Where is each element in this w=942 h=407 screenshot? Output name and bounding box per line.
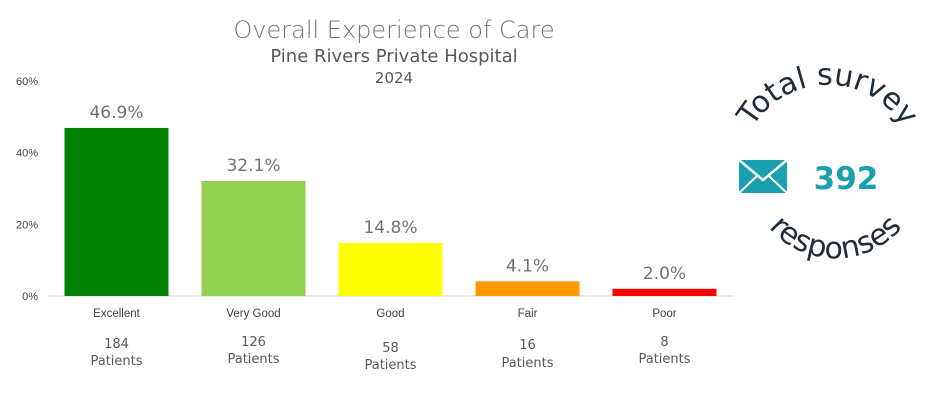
patients-label: Patients (227, 352, 279, 367)
bar-excellent (64, 127, 169, 296)
data-label: 46.9% (89, 103, 143, 123)
data-labels: 46.9% 32.1% 14.8% 4.1% 2.0% (89, 103, 686, 284)
patient-count: 126 (241, 335, 266, 350)
bar-very-good (201, 180, 306, 296)
y-axis-ticks: 0% 20% 40% 60% (16, 76, 38, 303)
y-tick-label: 40% (16, 148, 38, 160)
bar-poor (612, 288, 717, 296)
chart-subtitle: Pine Rivers Private Hospital (270, 46, 517, 67)
chart-year: 2024 (375, 69, 413, 87)
category-label: Excellent (93, 308, 140, 320)
patients-label: Patients (364, 358, 416, 373)
survey-badge: Total survey responses 392 (730, 58, 925, 267)
y-tick-label: 0% (22, 291, 38, 303)
category-label: Fair (518, 308, 538, 320)
patient-count-labels: 184 Patients 126 Patients 58 Patients 16 Patien… (90, 335, 690, 373)
chart-title: Overall Experience of Care (233, 16, 554, 44)
envelope-icon (738, 159, 788, 194)
y-tick-label: 20% (16, 219, 38, 231)
patient-count: 8 (660, 335, 668, 350)
data-label: 2.0% (643, 264, 686, 284)
patient-count: 184 (104, 337, 129, 352)
bar-fair (475, 281, 580, 296)
patient-count: 58 (382, 341, 399, 356)
data-label: 14.8% (363, 218, 417, 238)
bars (64, 127, 717, 296)
data-label: 4.1% (506, 256, 549, 276)
patients-label: Patients (638, 352, 690, 367)
category-label: Poor (652, 308, 676, 320)
category-label: Very Good (226, 308, 280, 320)
data-label: 32.1% (226, 156, 280, 176)
bar-good (338, 242, 443, 296)
patients-label: Patients (90, 354, 142, 369)
patient-count: 16 (519, 338, 536, 353)
badge-bottom-text: responses (763, 208, 909, 266)
patients-label: Patients (501, 356, 553, 371)
y-tick-label: 60% (16, 76, 38, 88)
category-labels: Excellent Very Good Good Fair Poor (93, 308, 677, 320)
category-label: Good (376, 308, 404, 320)
badge-top-text: Total survey (730, 58, 925, 133)
total-responses-count: 392 (814, 161, 879, 197)
